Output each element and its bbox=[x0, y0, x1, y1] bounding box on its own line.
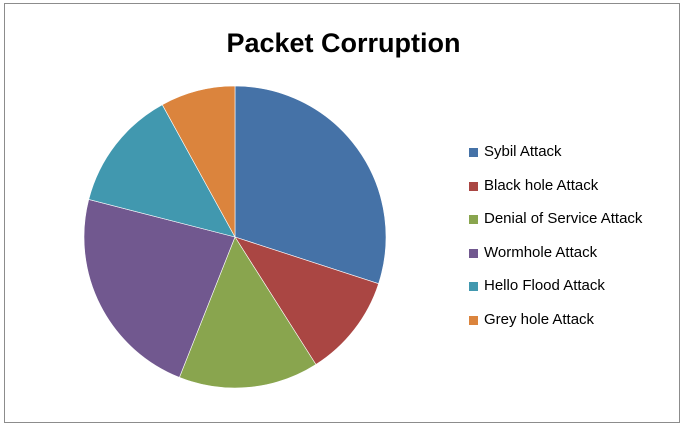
legend-label: Sybil Attack bbox=[484, 143, 562, 160]
legend-label: Black hole Attack bbox=[484, 176, 599, 194]
pie-slice-grey-hole-attack bbox=[161, 85, 236, 238]
pie-slice-denial-of-service-attack bbox=[179, 236, 317, 389]
chart-title: Packet Corruption bbox=[226, 28, 461, 58]
legend-label: Hello Flood Attack bbox=[484, 277, 605, 295]
legend-swatch bbox=[469, 148, 478, 157]
pie-slice-black-hole-attack bbox=[234, 236, 379, 365]
pie-slice-wormhole-attack bbox=[83, 199, 236, 378]
legend-item: Hello Flood Attack bbox=[469, 275, 642, 309]
legend-item: Wormhole Attack bbox=[469, 242, 642, 276]
legend-item: Denial of Service Attack bbox=[469, 208, 642, 242]
chart-legend: Sybil Attack Black hole Attack Denial of S… bbox=[469, 141, 642, 343]
legend-swatch bbox=[469, 215, 478, 225]
pie-slice-sybil-attack bbox=[234, 85, 387, 285]
legend-item: Sybil Attack bbox=[469, 141, 642, 175]
legend-swatch bbox=[469, 315, 478, 325]
legend-label: Wormhole Attack bbox=[484, 243, 598, 261]
legend-item: Grey hole Attack bbox=[469, 309, 642, 343]
legend-swatch bbox=[469, 181, 478, 191]
pie-slice-hello-flood-attack bbox=[88, 104, 236, 238]
legend-item: Black hole Attack bbox=[469, 175, 642, 209]
legend-label: Denial of Service Attack bbox=[484, 210, 643, 228]
pie-chart bbox=[83, 85, 387, 389]
legend-swatch bbox=[469, 282, 478, 292]
legend-swatch bbox=[469, 248, 478, 258]
legend-label: Grey hole Attack bbox=[484, 310, 595, 328]
